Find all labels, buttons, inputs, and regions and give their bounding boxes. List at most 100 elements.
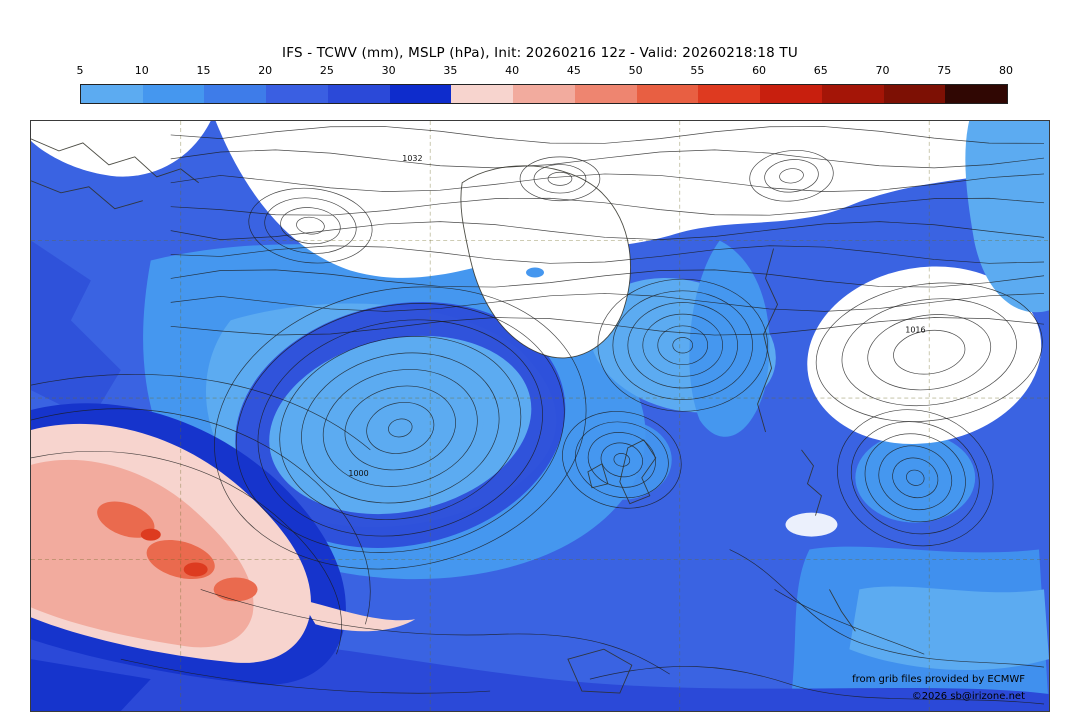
colorbar-tick: 35 bbox=[443, 64, 458, 77]
greenland-lake-patch bbox=[526, 267, 544, 278]
isobar-ring bbox=[841, 298, 1017, 407]
isobar-ring bbox=[612, 290, 753, 401]
russia-high-dry-region bbox=[807, 266, 1042, 444]
isobar-ring bbox=[547, 171, 573, 186]
isobar-ring bbox=[627, 302, 738, 389]
tcwv-region-sw-corner bbox=[31, 659, 151, 711]
isobar-ring bbox=[214, 286, 587, 570]
plume-salmon bbox=[31, 459, 254, 648]
isobar-label-1016: 1016 bbox=[905, 325, 925, 334]
colorbar-tick: 45 bbox=[566, 64, 581, 77]
colorbar bbox=[80, 84, 1008, 104]
colorbar-tick: 30 bbox=[381, 64, 396, 77]
colorbar-tick: 50 bbox=[628, 64, 643, 77]
isobar-line bbox=[170, 126, 1045, 144]
alps-dry-region bbox=[785, 512, 838, 537]
tcwv-region-low-core bbox=[316, 365, 485, 485]
isobar-line bbox=[170, 245, 1045, 264]
colorbar-tick: 55 bbox=[690, 64, 705, 77]
colorbar-segment bbox=[698, 85, 761, 103]
colorbar-tick: 60 bbox=[752, 64, 767, 77]
isobar-ring bbox=[867, 314, 992, 391]
colorbar-tick: 10 bbox=[134, 64, 149, 77]
credit-copyright: ©2026 sb@irizone.net bbox=[911, 691, 1025, 702]
isobar-ring bbox=[764, 159, 819, 193]
isobar-ring bbox=[562, 411, 682, 509]
isobar-ring bbox=[613, 453, 631, 467]
greenland-dry-region bbox=[460, 165, 631, 358]
isobar-arctic-lines bbox=[170, 126, 1045, 336]
colorbar-segment bbox=[513, 85, 575, 103]
isobar-ring bbox=[296, 216, 325, 235]
graticule bbox=[31, 121, 1049, 711]
colorbar-segment bbox=[636, 85, 699, 103]
colorbar-segment bbox=[574, 85, 637, 103]
isobar-ring bbox=[749, 150, 834, 202]
isobar-line bbox=[170, 317, 1045, 336]
isobar-long-lines bbox=[31, 373, 1045, 705]
isobar-ring bbox=[279, 336, 522, 520]
tcwv-region-east-low bbox=[855, 432, 976, 523]
isobar-line bbox=[170, 221, 1045, 240]
isobar-ring bbox=[587, 432, 656, 488]
isobar-ring bbox=[388, 418, 413, 438]
isobar-line bbox=[170, 149, 1045, 169]
colorbar-segment bbox=[760, 85, 822, 103]
tcwv-fill-regions bbox=[31, 121, 1049, 711]
plume-red-3 bbox=[213, 577, 258, 602]
isobar-ring bbox=[257, 319, 543, 537]
isobar-ring bbox=[837, 409, 994, 547]
isobar-ring bbox=[893, 329, 966, 375]
colorbar-segment bbox=[883, 85, 946, 103]
plume-deep-red-2 bbox=[183, 562, 208, 577]
isobar-ring bbox=[264, 197, 357, 254]
colorbar-segment bbox=[451, 85, 514, 103]
plume-red-1 bbox=[97, 501, 155, 538]
colorbar-tick: 75 bbox=[937, 64, 952, 77]
isobar-ring bbox=[366, 402, 435, 454]
colorbar-tick: 65 bbox=[813, 64, 828, 77]
tcwv-region-balkans bbox=[849, 586, 1049, 671]
isobar-ring bbox=[574, 421, 669, 499]
isobar-line bbox=[170, 293, 1045, 312]
isobar-ring bbox=[779, 168, 804, 184]
colorbar-segment bbox=[266, 85, 328, 103]
isobar-ring bbox=[657, 325, 709, 366]
isobar-ring bbox=[864, 433, 966, 523]
credit-provider: from grib files provided by ECMWF bbox=[852, 674, 1025, 685]
isobar-label-1000: 1000 bbox=[348, 469, 368, 478]
colorbar-segment bbox=[389, 85, 452, 103]
isobar-ring bbox=[600, 442, 643, 478]
weather-map: 1032 1016 1000 bbox=[31, 121, 1049, 711]
isobar-ring bbox=[301, 352, 500, 504]
colorbar-segment bbox=[142, 85, 205, 103]
plume-deep-red-1 bbox=[140, 528, 161, 541]
colorbar-segment bbox=[204, 85, 267, 103]
coastlines bbox=[31, 138, 856, 694]
isobar-ring bbox=[815, 282, 1043, 422]
isobar-ring bbox=[642, 313, 723, 377]
isobar-ring bbox=[322, 369, 478, 487]
colorbar-tick-row: 5 10 15 20 25 30 35 40 45 50 55 60 65 70 75 80 bbox=[77, 64, 1014, 78]
isobar-line bbox=[170, 173, 1045, 193]
isobar-ring bbox=[248, 187, 373, 264]
colorbar-tick: 25 bbox=[319, 64, 334, 77]
colorbar-tick: 15 bbox=[196, 64, 211, 77]
isobar-contour-rings bbox=[214, 150, 1043, 570]
isobar-ring bbox=[672, 337, 694, 354]
colorbar-tick: 70 bbox=[875, 64, 890, 77]
isobar-ring bbox=[878, 445, 953, 511]
isobar-ring bbox=[850, 421, 980, 535]
colorbar-tick: 20 bbox=[258, 64, 273, 77]
map-panel: 1032 1016 1000 from grib files provided … bbox=[30, 120, 1050, 712]
plume-pink-tail bbox=[300, 599, 416, 632]
colorbar-tick: 40 bbox=[505, 64, 520, 77]
isobar-ring bbox=[344, 385, 456, 471]
tcwv-region-west-dark bbox=[31, 240, 121, 420]
isobar-label-1032: 1032 bbox=[402, 154, 422, 163]
isobar-ring bbox=[892, 457, 939, 499]
isobar-ring bbox=[533, 164, 587, 194]
colorbar-tick: 80 bbox=[999, 64, 1013, 77]
colorbar-segment bbox=[821, 85, 884, 103]
